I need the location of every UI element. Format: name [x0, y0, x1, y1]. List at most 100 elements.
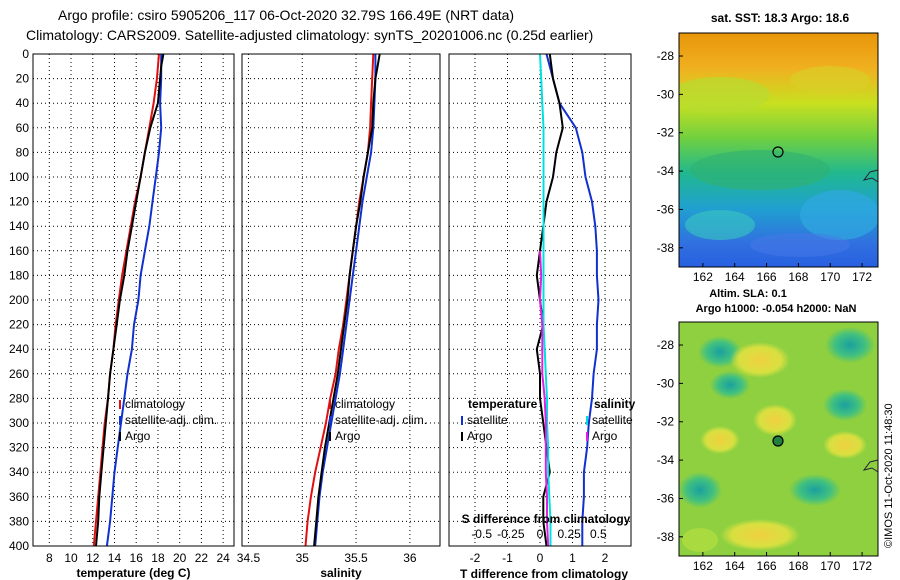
- top-tick-label: 0: [537, 527, 544, 541]
- sla-blob: [720, 519, 800, 551]
- sla-blob: [710, 371, 750, 399]
- x-tick-label: 22: [195, 551, 209, 565]
- map-x-tick-label: 162: [693, 270, 713, 284]
- series-line-s-satellite: [539, 53, 552, 546]
- x-tick-label: 0: [537, 551, 544, 565]
- sla-map-subtitle: Argo h1000: -0.054 h2000: NaN: [696, 303, 857, 315]
- top-tick-label: -0.25: [497, 527, 525, 541]
- sla-map-frame: [678, 321, 879, 557]
- sst-patch: [685, 210, 755, 240]
- x-tick-label: -1: [502, 551, 513, 565]
- map-y-tick-label: -32: [657, 415, 675, 429]
- legend-label: satellite-adj. clim.: [335, 413, 427, 427]
- legend-label: Argo: [125, 429, 151, 443]
- legend-label: Argo: [467, 429, 493, 443]
- x-tick-label: 20: [173, 551, 187, 565]
- sst-coastline: [862, 169, 879, 183]
- sla-coastline: [862, 459, 879, 473]
- sst-map-frame: [678, 32, 879, 268]
- sst-map-axes: 162 164 166 168 170 172 -28 -30 -32 -34 -36 -38: [657, 49, 873, 284]
- map-y-tick-label: -34: [657, 453, 675, 467]
- sst-map: [679, 33, 878, 267]
- y-tick-label: 340: [9, 465, 29, 479]
- x-tick-label: 34.5: [237, 551, 261, 565]
- legend-label: satellite: [467, 413, 508, 427]
- map-y-tick-label: -28: [657, 338, 675, 352]
- legend-label: satellite: [592, 413, 633, 427]
- x-axis-label: temperature (deg C): [76, 566, 190, 580]
- series-line-argo: [95, 53, 165, 547]
- y-tick-label: 140: [9, 219, 29, 233]
- y-tick-label: 400: [9, 539, 29, 553]
- series-line-argo: [313, 53, 381, 547]
- x-tick-label: 8: [46, 551, 53, 565]
- header-line2: Climatology: CARS2009. Satellite-adjuste…: [26, 27, 593, 43]
- sla-blob: [825, 327, 875, 363]
- map-x-tick-label: 170: [820, 270, 840, 284]
- map-x-tick-label: 168: [788, 559, 808, 573]
- plot-frame: [241, 53, 441, 547]
- x-tick-label: 36: [403, 551, 417, 565]
- map-y-tick-label: -30: [657, 376, 675, 390]
- sst-argo-marker: [772, 146, 784, 158]
- sla-argo-marker: [772, 435, 784, 447]
- map-y-tick-label: -38: [657, 241, 675, 255]
- map-x-tick-label: 172: [852, 270, 872, 284]
- y-tick-label: 360: [9, 490, 29, 504]
- series-line-satellite-adj-clim-: [105, 54, 163, 547]
- sla-map-title: Altim. SLA: 0.1: [709, 288, 787, 300]
- y-tick-label: 20: [16, 72, 30, 86]
- y-tick-label: 180: [9, 268, 29, 282]
- sst-patch: [800, 190, 878, 240]
- sla-blob: [730, 342, 790, 378]
- series-line-climatology: [304, 53, 375, 547]
- y-tick-label: 220: [9, 318, 29, 332]
- map-x-tick-label: 168: [788, 270, 808, 284]
- x-tick-label: 12: [86, 551, 100, 565]
- map-x-tick-label: 170: [820, 559, 840, 573]
- y-tick-label: 200: [9, 293, 29, 307]
- legend-label: climatology: [125, 397, 185, 411]
- map-x-tick-label: 164: [725, 270, 745, 284]
- x-axis-label: salinity: [320, 566, 362, 580]
- legend-header-salinity: salinity: [594, 397, 636, 411]
- sla-blob: [700, 426, 740, 454]
- header-line1: Argo profile: csiro 5905206_117 06-Oct-2…: [58, 7, 514, 23]
- map-x-tick-label: 166: [757, 559, 777, 573]
- top-tick-label: 0.25: [557, 527, 581, 541]
- legend-label: climatology: [335, 397, 395, 411]
- sla-blob: [753, 404, 797, 436]
- legend-label: Argo: [592, 429, 618, 443]
- y-tick-label: 40: [16, 96, 30, 110]
- y-tick-label: 320: [9, 441, 29, 455]
- sla-blob: [823, 389, 867, 421]
- top-tick-label: 0.5: [590, 527, 607, 541]
- legend-header-temperature: temperature: [468, 397, 538, 411]
- y-tick-label: 160: [9, 244, 29, 258]
- x-tick-label: 35.5: [344, 551, 368, 565]
- top-tick-label: -0.5: [471, 527, 492, 541]
- x-tick-label: 24: [216, 551, 230, 565]
- y-tick-label: 120: [9, 195, 29, 209]
- sla-blob: [789, 474, 841, 506]
- y-tick-label: 280: [9, 391, 29, 405]
- map-y-tick-label: -36: [657, 202, 675, 216]
- sla-blob: [823, 431, 867, 459]
- difference-panel: -2 -1 0 1 2 T difference from climatology S di…: [448, 53, 636, 580]
- sst-map-title: sat. SST: 18.3 Argo: 18.6: [711, 11, 850, 25]
- y-tick-label: 60: [16, 121, 30, 135]
- sla-map-axes: 162 164 166 168 170 172 -28 -30 -32 -34 -36 -38: [657, 338, 873, 573]
- x-tick-label: 35: [296, 551, 310, 565]
- y-tick-label: 240: [9, 342, 29, 356]
- y-tick-label: 80: [16, 145, 30, 159]
- plot-frame: [32, 53, 235, 547]
- x-tick-label: 2: [602, 551, 609, 565]
- map-y-tick-label: -30: [657, 87, 675, 101]
- temperature-panel: 8 10 12 14 16 18 20 22 24 temperature (deg C) 0 20 4…: [9, 47, 235, 580]
- map-x-tick-label: 164: [725, 559, 745, 573]
- x-tick-label: 10: [64, 551, 78, 565]
- map-y-tick-label: -32: [657, 126, 675, 140]
- x-axis-label: T difference from climatology: [460, 567, 628, 580]
- sla-blob: [682, 528, 718, 552]
